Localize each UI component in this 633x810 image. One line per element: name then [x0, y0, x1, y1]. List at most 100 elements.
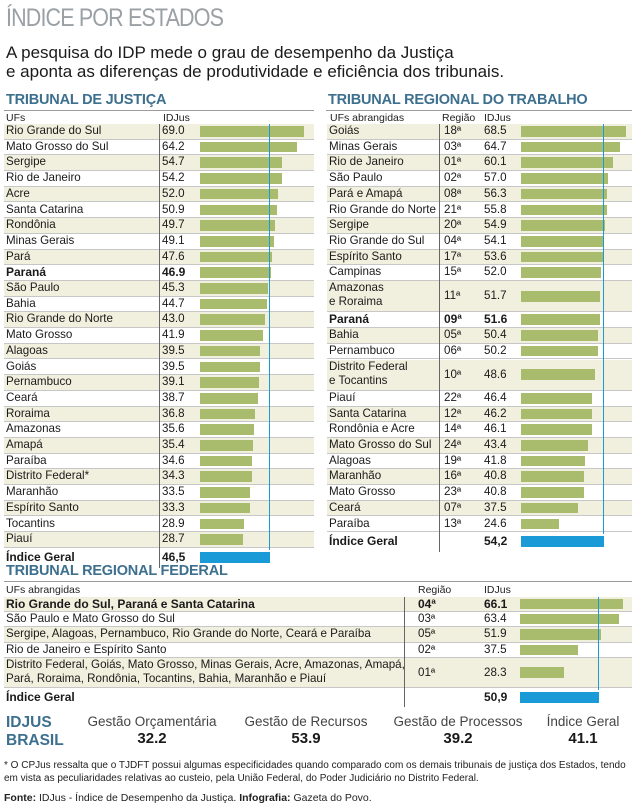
- data-row: Distrito Federal e Tocantins 10ª 48.6: [327, 359, 632, 391]
- row-label-line: Amazonas: [6, 422, 61, 436]
- region-label: 16ª: [444, 469, 462, 483]
- bar: [200, 518, 244, 530]
- row-label: Alagoas: [329, 454, 371, 467]
- data-row: Mato Grosso 41.9: [4, 328, 314, 344]
- bar: [200, 487, 251, 498]
- bar: [521, 408, 592, 420]
- value-label: 28.3: [484, 665, 507, 679]
- row-label-line: Rondônia e Acre: [329, 422, 415, 436]
- bar: [521, 251, 604, 263]
- row-label: Espírito Santo: [329, 250, 402, 263]
- value-label: 50.4: [484, 328, 507, 342]
- row-divider: [4, 656, 632, 658]
- trt-header: TRIBUNAL REGIONAL DO TRABALHO: [328, 92, 588, 108]
- data-row: Rondônia e Acre 14ª 46.1: [327, 422, 632, 438]
- value-label: 54.9: [484, 218, 507, 232]
- trt-header-rule: [326, 110, 632, 111]
- value-label: 46.2: [484, 406, 507, 420]
- row-label-line: Minas Gerais: [6, 233, 75, 247]
- row-label: Maranhão: [329, 469, 381, 482]
- row-label: Roraima: [6, 407, 50, 420]
- trf-chart: Rio Grande do Sul, Paraná e Santa Catari…: [4, 597, 632, 709]
- row-label: Maranhão: [6, 485, 58, 498]
- value-label: 64.7: [484, 139, 507, 153]
- data-row: Goiás 18ª 68.5: [327, 124, 632, 140]
- bar: [200, 534, 244, 545]
- data-row: Sergipe 20ª 54.9: [327, 218, 632, 234]
- trf-header-rule: [4, 581, 632, 582]
- value-label: 56.3: [484, 186, 507, 200]
- bar: [521, 330, 599, 341]
- value-label: 66.1: [484, 597, 508, 611]
- stat-indice-geral: Índice Geral 41.1: [536, 714, 630, 747]
- row-divider: [327, 452, 632, 454]
- data-row: Minas Gerais 03ª 64.7: [327, 140, 632, 156]
- index-value: 54,2: [484, 534, 508, 549]
- region-label: 24ª: [444, 438, 462, 451]
- tj-header: TRIBUNAL DE JUSTIÇA: [6, 92, 167, 108]
- row-label: Pará: [6, 250, 31, 263]
- bar: [521, 518, 559, 530]
- region-label: 13ª: [444, 516, 462, 530]
- row-label: Santa Catarina: [329, 407, 406, 420]
- row-label-line: Distrito Federal*: [6, 469, 90, 483]
- row-divider: [4, 641, 632, 643]
- data-row: Piauí 22ª 46.4: [327, 391, 632, 407]
- row-label: Mato Grosso do Sul: [329, 438, 431, 451]
- value-label: 45.3: [162, 281, 185, 294]
- data-row: Santa Catarina 12ª 46.2: [327, 406, 632, 423]
- row-label: Rio de Janeiro: [6, 171, 81, 184]
- bar: [200, 314, 265, 326]
- bar: [521, 126, 626, 137]
- row-label-line: e Roraima: [329, 295, 383, 308]
- bar: [200, 345, 260, 357]
- row-label-line: e Tocantins: [329, 373, 388, 387]
- value-label: 46.4: [484, 390, 507, 404]
- row-divider: [327, 484, 632, 486]
- value-label: 60.1: [484, 155, 507, 169]
- bar: [521, 141, 621, 153]
- data-row: Pará e Amapá 08ª 56.3: [327, 186, 632, 203]
- row-label: Alagoas: [6, 344, 48, 357]
- row-label-line: Espírito Santo: [329, 249, 402, 263]
- value-label: 68.5: [484, 124, 507, 137]
- data-row: Ceará 07ª 37.5: [327, 500, 632, 517]
- value-label: 41.9: [162, 328, 185, 342]
- row-label-line: Pernambuco: [6, 375, 72, 389]
- bar: [521, 455, 586, 467]
- row-label-line: Paraná: [329, 312, 370, 327]
- index-value: 50,9: [484, 690, 508, 705]
- value-label: 38.7: [162, 390, 185, 404]
- row-label-line: Sergipe: [329, 218, 369, 232]
- value-label: 52.0: [484, 265, 507, 279]
- row-label: Ceará: [329, 501, 361, 514]
- column-separator: [439, 124, 440, 552]
- row-label: Rio Grande do Sul: [6, 124, 101, 137]
- index-value: 46,5: [162, 549, 186, 564]
- data-row: Paraná 09ª 51.6: [327, 312, 632, 329]
- row-label: Distrito Federal e Tocantins: [329, 360, 408, 387]
- index-row: Índice Geral 50,9: [6, 690, 633, 707]
- row-label-line: Rio de Janeiro e Espírito Santo: [6, 642, 167, 656]
- stat-value: 53.9: [291, 730, 321, 747]
- row-divider: [327, 138, 632, 140]
- trf-col-ufs: UFs abrangidas: [6, 584, 81, 596]
- intro-text: A pesquisa do IDP mede o grau de desempe…: [6, 43, 631, 81]
- value-label: 51.6: [484, 312, 508, 327]
- region-label: 05ª: [444, 328, 462, 342]
- value-label: 39.1: [162, 375, 185, 389]
- bar: [200, 455, 253, 467]
- value-label: 40.8: [484, 469, 507, 483]
- bar: [520, 644, 579, 655]
- row-label-line: Goiás: [329, 124, 360, 137]
- stat-gestao-orcamentaria: Gestão Orçamentária 32.2: [82, 714, 222, 747]
- reference-line: [598, 597, 600, 691]
- index-row: Índice Geral 46,5: [6, 550, 316, 568]
- bar: [521, 220, 606, 231]
- bar: [200, 188, 279, 200]
- row-label: Pernambuco: [6, 375, 72, 388]
- bar: [521, 173, 609, 184]
- row-divider: [327, 405, 632, 407]
- index-bar: [520, 692, 600, 704]
- row-label: Acre: [6, 187, 30, 200]
